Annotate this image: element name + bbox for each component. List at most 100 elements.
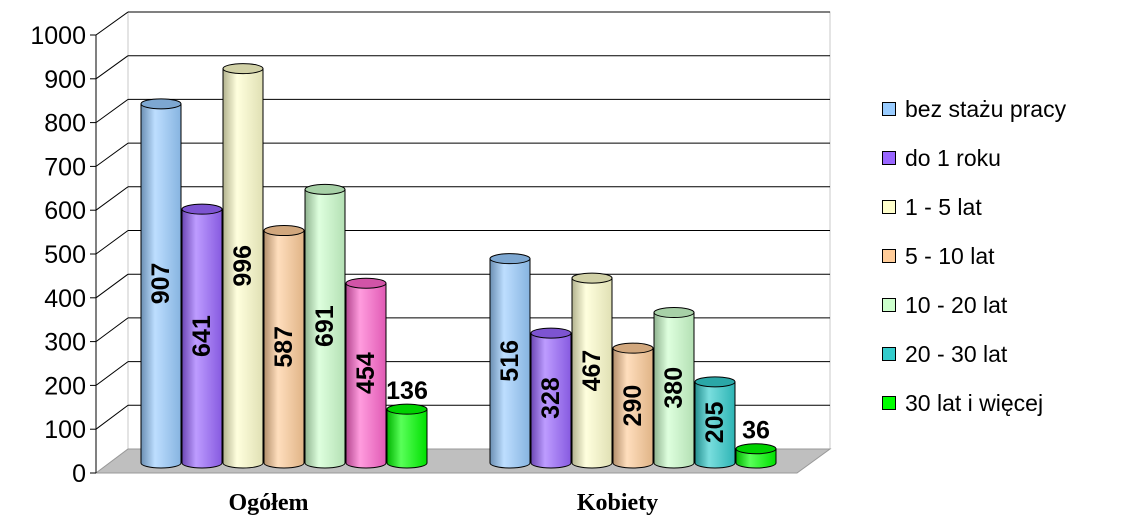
bar-1-5: 205 bbox=[694, 376, 736, 469]
bar-0-6: 136 bbox=[386, 377, 428, 469]
bar-top bbox=[653, 307, 695, 319]
bar-top bbox=[571, 272, 613, 284]
legend-label: 1 - 5 lat bbox=[905, 193, 982, 220]
bar-0-4: 691 bbox=[304, 183, 346, 469]
gridline-side bbox=[95, 55, 129, 80]
data-label: 290 bbox=[619, 385, 647, 427]
bar-top bbox=[304, 183, 346, 195]
bar-0-0: 907 bbox=[140, 98, 182, 469]
bar-body bbox=[612, 347, 654, 469]
legend-item: do 1 roku bbox=[882, 143, 1001, 173]
y-tick-label: 800 bbox=[44, 110, 86, 138]
bar-body bbox=[386, 408, 428, 469]
y-tick-label: 700 bbox=[44, 153, 86, 181]
gridline-side bbox=[95, 186, 129, 211]
bar-0-1: 641 bbox=[181, 203, 223, 469]
y-tick-label: 100 bbox=[44, 416, 86, 444]
bar-1-6: 36 bbox=[735, 417, 777, 469]
legend-swatch bbox=[882, 102, 896, 116]
bar-body bbox=[571, 277, 613, 469]
y-tick-label: 200 bbox=[44, 372, 86, 400]
legend-item: 20 - 30 lat bbox=[882, 339, 1007, 369]
bar-top bbox=[263, 225, 305, 237]
y-tick-label: 0 bbox=[72, 460, 86, 488]
y-tick-label: 400 bbox=[44, 285, 86, 313]
bar-top bbox=[489, 253, 531, 265]
bar-top bbox=[222, 63, 264, 75]
bar-body bbox=[140, 103, 182, 469]
bar-1-3: 290 bbox=[612, 342, 654, 469]
bar-body bbox=[530, 332, 572, 469]
data-label: 516 bbox=[496, 340, 524, 382]
gridline-side bbox=[95, 317, 129, 343]
bar-top bbox=[345, 277, 387, 289]
gridline-side bbox=[95, 273, 129, 299]
legend-item: 30 lat i więcej bbox=[882, 388, 1043, 418]
y-tick-label: 1000 bbox=[30, 22, 86, 50]
legend-item: bez stażu pracy bbox=[882, 94, 1066, 124]
legend-label: 10 - 20 lat bbox=[905, 291, 1008, 318]
bar-body bbox=[694, 381, 736, 469]
data-label: 641 bbox=[188, 315, 216, 357]
data-label: 467 bbox=[578, 350, 606, 392]
category-label: Kobiety bbox=[577, 490, 658, 516]
y-tick-label: 500 bbox=[44, 241, 86, 269]
gridline-side bbox=[95, 11, 129, 36]
bar-1-1: 328 bbox=[530, 327, 572, 469]
bar-body bbox=[345, 282, 387, 469]
legend-swatch bbox=[882, 396, 896, 410]
y-tick-label: 300 bbox=[44, 329, 86, 357]
legend-swatch bbox=[882, 200, 896, 214]
bar-top bbox=[386, 403, 428, 415]
data-label: 205 bbox=[701, 401, 729, 443]
bar-0-5: 454 bbox=[345, 277, 387, 469]
bar-1-0: 516 bbox=[489, 253, 531, 469]
bar-0-2: 996 bbox=[222, 63, 264, 469]
bar-body bbox=[222, 68, 264, 469]
x-axis-labels: Ogółem Kobiety bbox=[229, 490, 659, 516]
category-label: Ogółem bbox=[229, 490, 309, 516]
bar-body bbox=[181, 208, 223, 469]
y-tick-label: 600 bbox=[44, 197, 86, 225]
gridline-side bbox=[95, 142, 129, 167]
bar-body bbox=[263, 230, 305, 469]
gridline-side bbox=[95, 361, 129, 386]
legend-item: 5 - 10 lat bbox=[882, 241, 995, 271]
legend-swatch bbox=[882, 298, 896, 312]
y-axis-ticks: 0 100 200 300 400 500 600 700 800 900 1000 bbox=[30, 22, 97, 488]
bar-1-2: 467 bbox=[571, 272, 613, 469]
bars: 907 516 641 328 996 467 587 290 691 380 454 205 136 3… bbox=[140, 63, 777, 469]
bar-top bbox=[181, 203, 223, 215]
legend-label: 30 lat i więcej bbox=[905, 389, 1044, 416]
data-label: 996 bbox=[229, 245, 257, 287]
gridline-side bbox=[95, 404, 129, 430]
bar-top bbox=[140, 98, 182, 110]
legend-label: bez stażu pracy bbox=[905, 95, 1067, 122]
legend-label: do 1 roku bbox=[905, 144, 1001, 171]
data-label: 380 bbox=[660, 367, 688, 409]
data-label: 36 bbox=[742, 417, 770, 445]
bar-top bbox=[612, 342, 654, 354]
gridline-side bbox=[95, 230, 129, 255]
gridline-side bbox=[95, 98, 129, 124]
legend-swatch bbox=[882, 151, 896, 165]
data-label: 691 bbox=[311, 305, 339, 347]
data-label: 454 bbox=[352, 352, 380, 394]
legend-swatch bbox=[882, 347, 896, 361]
bar-top bbox=[694, 376, 736, 388]
bar-top bbox=[530, 327, 572, 339]
legend-label: 20 - 30 lat bbox=[905, 340, 1008, 367]
data-label: 136 bbox=[386, 377, 428, 405]
bar-top bbox=[735, 443, 777, 455]
legend-item: 10 - 20 lat bbox=[882, 290, 1007, 320]
y-tick-label: 900 bbox=[44, 66, 86, 94]
bar-body bbox=[304, 188, 346, 469]
bar-body bbox=[489, 258, 531, 469]
bar-body bbox=[653, 312, 695, 469]
data-label: 907 bbox=[147, 263, 175, 305]
data-label: 328 bbox=[537, 377, 565, 419]
data-label: 587 bbox=[270, 326, 298, 368]
legend-item: 1 - 5 lat bbox=[882, 192, 982, 222]
